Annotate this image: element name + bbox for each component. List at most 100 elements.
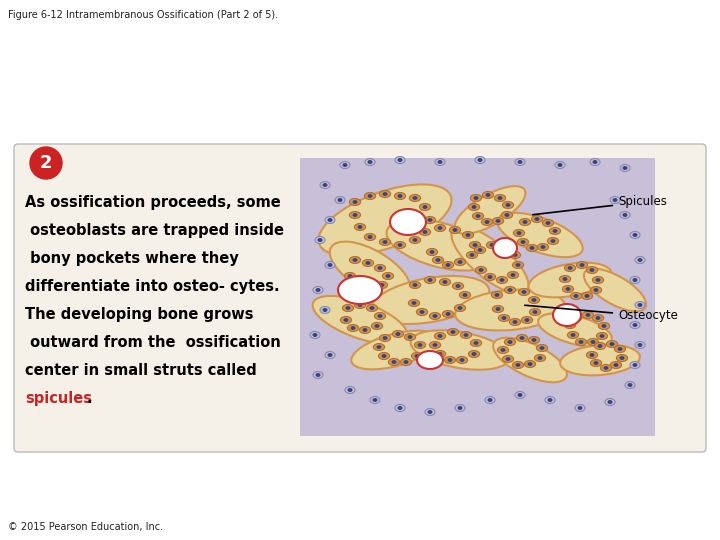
Ellipse shape [580, 263, 585, 267]
Ellipse shape [575, 339, 587, 346]
Ellipse shape [593, 288, 598, 292]
Ellipse shape [428, 218, 433, 222]
Ellipse shape [313, 372, 323, 379]
Ellipse shape [387, 219, 493, 271]
Ellipse shape [395, 241, 405, 248]
Ellipse shape [549, 227, 561, 234]
Ellipse shape [457, 406, 462, 410]
Ellipse shape [538, 356, 542, 360]
Ellipse shape [632, 233, 637, 237]
Ellipse shape [472, 205, 477, 209]
Ellipse shape [418, 343, 423, 347]
Ellipse shape [448, 358, 452, 362]
Ellipse shape [374, 265, 386, 272]
Ellipse shape [536, 345, 548, 352]
Ellipse shape [438, 334, 443, 338]
Ellipse shape [410, 237, 420, 244]
Ellipse shape [586, 352, 598, 359]
Ellipse shape [382, 354, 387, 358]
Ellipse shape [551, 239, 555, 243]
Ellipse shape [472, 352, 477, 356]
Ellipse shape [442, 310, 454, 318]
Ellipse shape [503, 246, 508, 250]
Ellipse shape [632, 278, 637, 282]
Ellipse shape [619, 356, 624, 360]
Ellipse shape [454, 259, 466, 266]
Ellipse shape [485, 193, 490, 197]
Ellipse shape [397, 406, 402, 410]
Ellipse shape [382, 240, 387, 244]
Ellipse shape [413, 196, 418, 200]
Ellipse shape [469, 241, 481, 248]
Ellipse shape [531, 338, 536, 342]
Ellipse shape [369, 306, 374, 310]
Ellipse shape [531, 298, 536, 302]
Ellipse shape [408, 335, 413, 339]
Ellipse shape [351, 330, 438, 369]
Ellipse shape [614, 346, 626, 353]
Ellipse shape [462, 232, 474, 239]
Ellipse shape [595, 278, 600, 282]
Ellipse shape [408, 300, 420, 307]
Ellipse shape [469, 350, 480, 357]
Ellipse shape [442, 261, 454, 268]
Ellipse shape [411, 353, 423, 360]
Ellipse shape [513, 261, 523, 268]
Ellipse shape [516, 334, 528, 341]
Ellipse shape [425, 408, 435, 415]
Ellipse shape [315, 237, 325, 244]
Ellipse shape [487, 398, 492, 402]
Ellipse shape [547, 398, 552, 402]
Ellipse shape [434, 333, 446, 340]
Ellipse shape [390, 209, 426, 235]
Ellipse shape [347, 325, 359, 332]
Ellipse shape [518, 393, 523, 397]
Ellipse shape [346, 306, 351, 310]
Ellipse shape [590, 159, 600, 165]
Ellipse shape [415, 341, 426, 348]
Ellipse shape [397, 158, 402, 162]
Ellipse shape [632, 363, 637, 367]
Text: The developing bone grows: The developing bone grows [25, 307, 253, 322]
Ellipse shape [482, 219, 492, 226]
Ellipse shape [560, 345, 640, 375]
Ellipse shape [449, 226, 461, 233]
Ellipse shape [395, 332, 400, 336]
Ellipse shape [570, 333, 575, 337]
Ellipse shape [630, 321, 640, 328]
Ellipse shape [579, 340, 583, 344]
Ellipse shape [433, 314, 438, 318]
Ellipse shape [496, 276, 508, 284]
Ellipse shape [564, 265, 575, 272]
Ellipse shape [469, 204, 480, 211]
Ellipse shape [328, 263, 333, 267]
Ellipse shape [490, 243, 495, 247]
Ellipse shape [495, 219, 500, 223]
Ellipse shape [630, 276, 640, 284]
Ellipse shape [590, 268, 595, 272]
Ellipse shape [454, 305, 466, 312]
Ellipse shape [374, 324, 379, 328]
Ellipse shape [428, 410, 433, 414]
Ellipse shape [472, 213, 484, 219]
Text: .: . [87, 391, 93, 406]
Ellipse shape [452, 282, 464, 289]
Ellipse shape [479, 268, 483, 272]
Ellipse shape [508, 288, 513, 292]
Ellipse shape [366, 305, 377, 312]
Ellipse shape [417, 351, 443, 369]
Ellipse shape [315, 373, 320, 377]
Ellipse shape [596, 333, 608, 340]
Ellipse shape [395, 192, 405, 199]
Ellipse shape [474, 196, 479, 200]
Ellipse shape [451, 226, 528, 294]
Text: Figure 6-12 Intramembranous Ossification (Part 2 of 5).: Figure 6-12 Intramembranous Ossification… [8, 10, 278, 20]
Ellipse shape [485, 396, 495, 403]
Ellipse shape [400, 359, 412, 366]
Ellipse shape [443, 280, 447, 284]
Ellipse shape [413, 238, 418, 242]
Ellipse shape [410, 330, 509, 370]
Ellipse shape [410, 194, 420, 201]
Ellipse shape [472, 243, 477, 247]
Ellipse shape [595, 342, 606, 349]
